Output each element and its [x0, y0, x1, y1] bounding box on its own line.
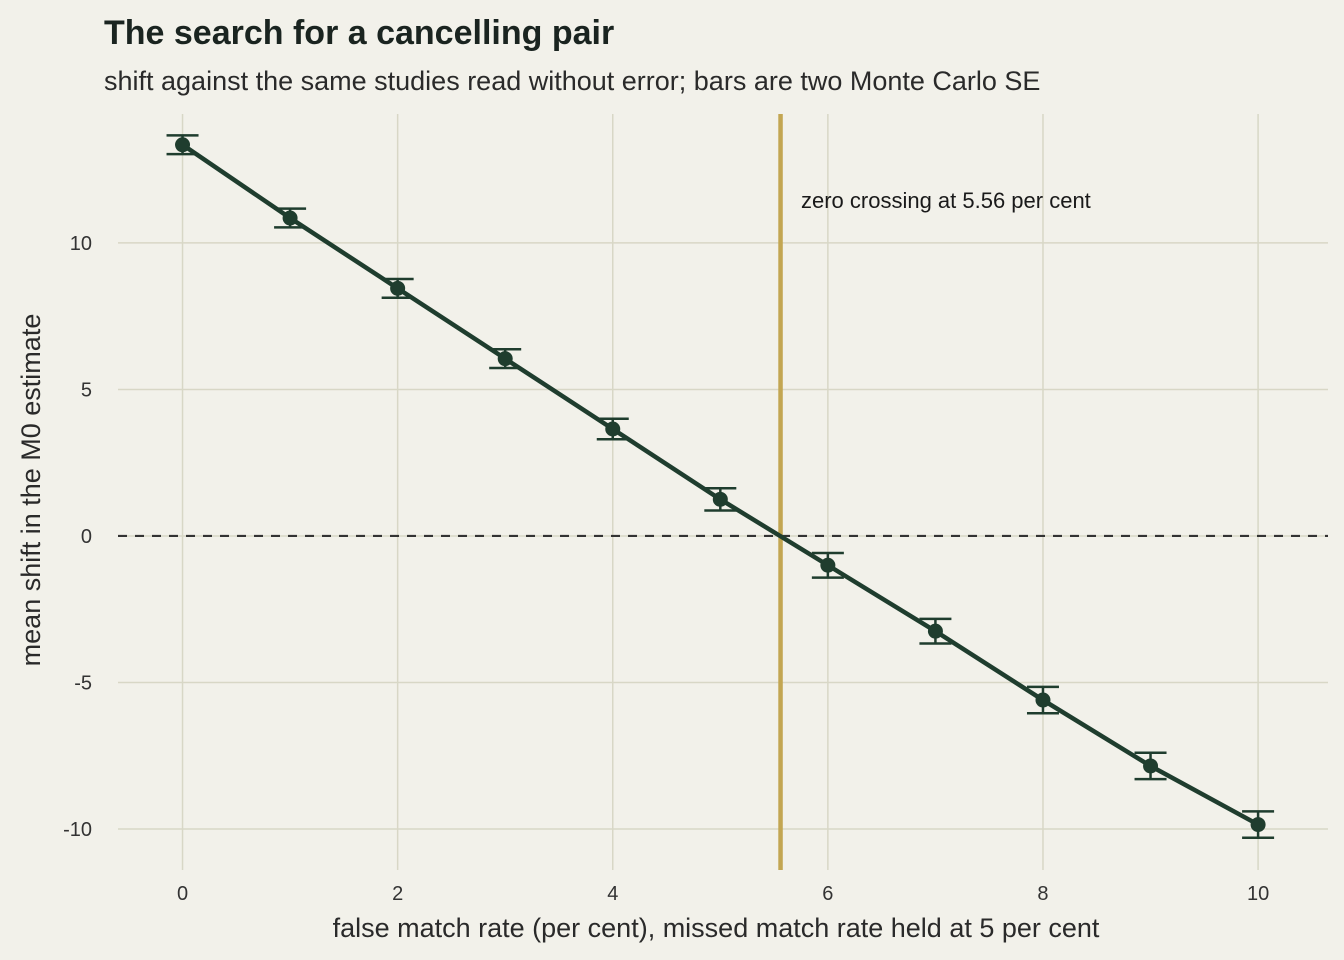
data-point: [712, 491, 728, 507]
data-point: [282, 210, 298, 226]
y-tick-label: -10: [63, 819, 92, 841]
data-point: [390, 280, 406, 296]
y-tick-label: 5: [81, 379, 92, 401]
data-point: [175, 137, 191, 153]
data-point: [497, 351, 513, 367]
reference-lines: [118, 114, 1328, 870]
chart-title: The search for a cancelling pair: [104, 14, 614, 52]
data-point: [1143, 758, 1159, 774]
data-point: [927, 623, 943, 639]
data-point: [1035, 692, 1051, 708]
y-axis-title: mean shift in the M0 estimate: [16, 314, 46, 667]
x-tick-label: 2: [392, 883, 403, 905]
data-point: [605, 421, 621, 437]
y-tick-label: 10: [70, 233, 92, 255]
x-tick-label: 10: [1247, 883, 1269, 905]
zero-crossing-annotation: zero crossing at 5.56 per cent: [801, 188, 1091, 213]
data-point: [1250, 817, 1266, 833]
chart-subtitle: shift against the same studies read with…: [104, 66, 1040, 96]
tick-labels: 0 2 4 6 8 10 -10 -5 0 5 10: [63, 233, 1269, 905]
x-tick-label: 8: [1037, 883, 1048, 905]
data-point: [820, 557, 836, 573]
y-tick-label: -5: [74, 672, 92, 694]
x-tick-label: 6: [822, 883, 833, 905]
x-tick-label: 0: [177, 883, 188, 905]
x-axis-title: false match rate (per cent), missed matc…: [333, 913, 1100, 943]
x-tick-label: 4: [607, 883, 618, 905]
series-line: [181, 142, 1260, 827]
y-tick-label: 0: [81, 526, 92, 548]
series: [166, 134, 1275, 840]
